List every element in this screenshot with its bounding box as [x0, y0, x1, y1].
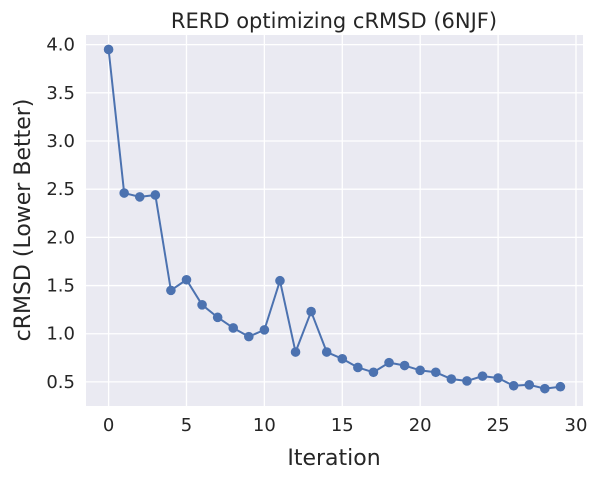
tick-labels: 0 5 10 15 20 25 30 0.5 1.0 1.5 2.0 2.5 3.0 3.5 4.0 — [46, 35, 587, 436]
data-point — [321, 347, 332, 357]
y-tick-label: 2.5 — [46, 179, 75, 200]
data-point — [150, 190, 161, 200]
y-tick-label: 2.0 — [46, 227, 75, 248]
x-axis-label: Iteration — [287, 446, 380, 471]
data-point — [493, 373, 503, 383]
data-point — [290, 347, 301, 357]
data-point — [415, 365, 425, 376]
x-tick-label: 20 — [409, 415, 432, 436]
y-tick-label: 3.5 — [46, 83, 75, 104]
x-tick-label: 25 — [487, 415, 510, 436]
data-point — [103, 44, 114, 55]
data-point — [228, 323, 239, 333]
x-tick-label: 15 — [331, 415, 354, 436]
plot-area — [86, 35, 583, 406]
data-point — [181, 274, 192, 285]
data-point — [430, 367, 441, 378]
data-point — [555, 381, 566, 392]
data-point — [244, 331, 254, 342]
x-tick-label: 0 — [103, 415, 114, 436]
data-point — [353, 362, 363, 373]
data-point — [540, 383, 550, 394]
y-axis-label: cRMSD (Lower Better) — [11, 99, 36, 342]
data-point — [275, 275, 285, 286]
data-point — [477, 371, 488, 381]
y-tick-label: 1.0 — [46, 324, 75, 345]
x-tick-label: 30 — [565, 415, 588, 436]
y-tick-label: 1.5 — [46, 276, 75, 297]
data-point — [524, 380, 535, 390]
data-point — [134, 192, 145, 202]
y-tick-label: 0.5 — [46, 372, 75, 393]
data-point — [399, 360, 410, 371]
x-tick-label: 10 — [253, 415, 276, 436]
data-point — [119, 188, 129, 198]
data-point — [166, 285, 176, 296]
y-tick-label: 3.0 — [46, 131, 75, 152]
grid-lines — [86, 35, 583, 406]
chart-title: RERD optimizing cRMSD (6NJF) — [171, 9, 497, 33]
data-point — [384, 357, 394, 368]
data-point — [446, 374, 457, 384]
data-point — [368, 367, 379, 378]
data-point — [337, 353, 348, 364]
series-layer — [103, 44, 566, 394]
x-tick-label: 5 — [181, 415, 192, 436]
y-tick-label: 4.0 — [46, 35, 75, 56]
data-point — [306, 306, 316, 317]
data-point — [259, 325, 270, 335]
data-point — [508, 380, 519, 391]
data-point — [212, 312, 223, 323]
data-point — [197, 300, 207, 310]
data-point — [462, 376, 472, 386]
